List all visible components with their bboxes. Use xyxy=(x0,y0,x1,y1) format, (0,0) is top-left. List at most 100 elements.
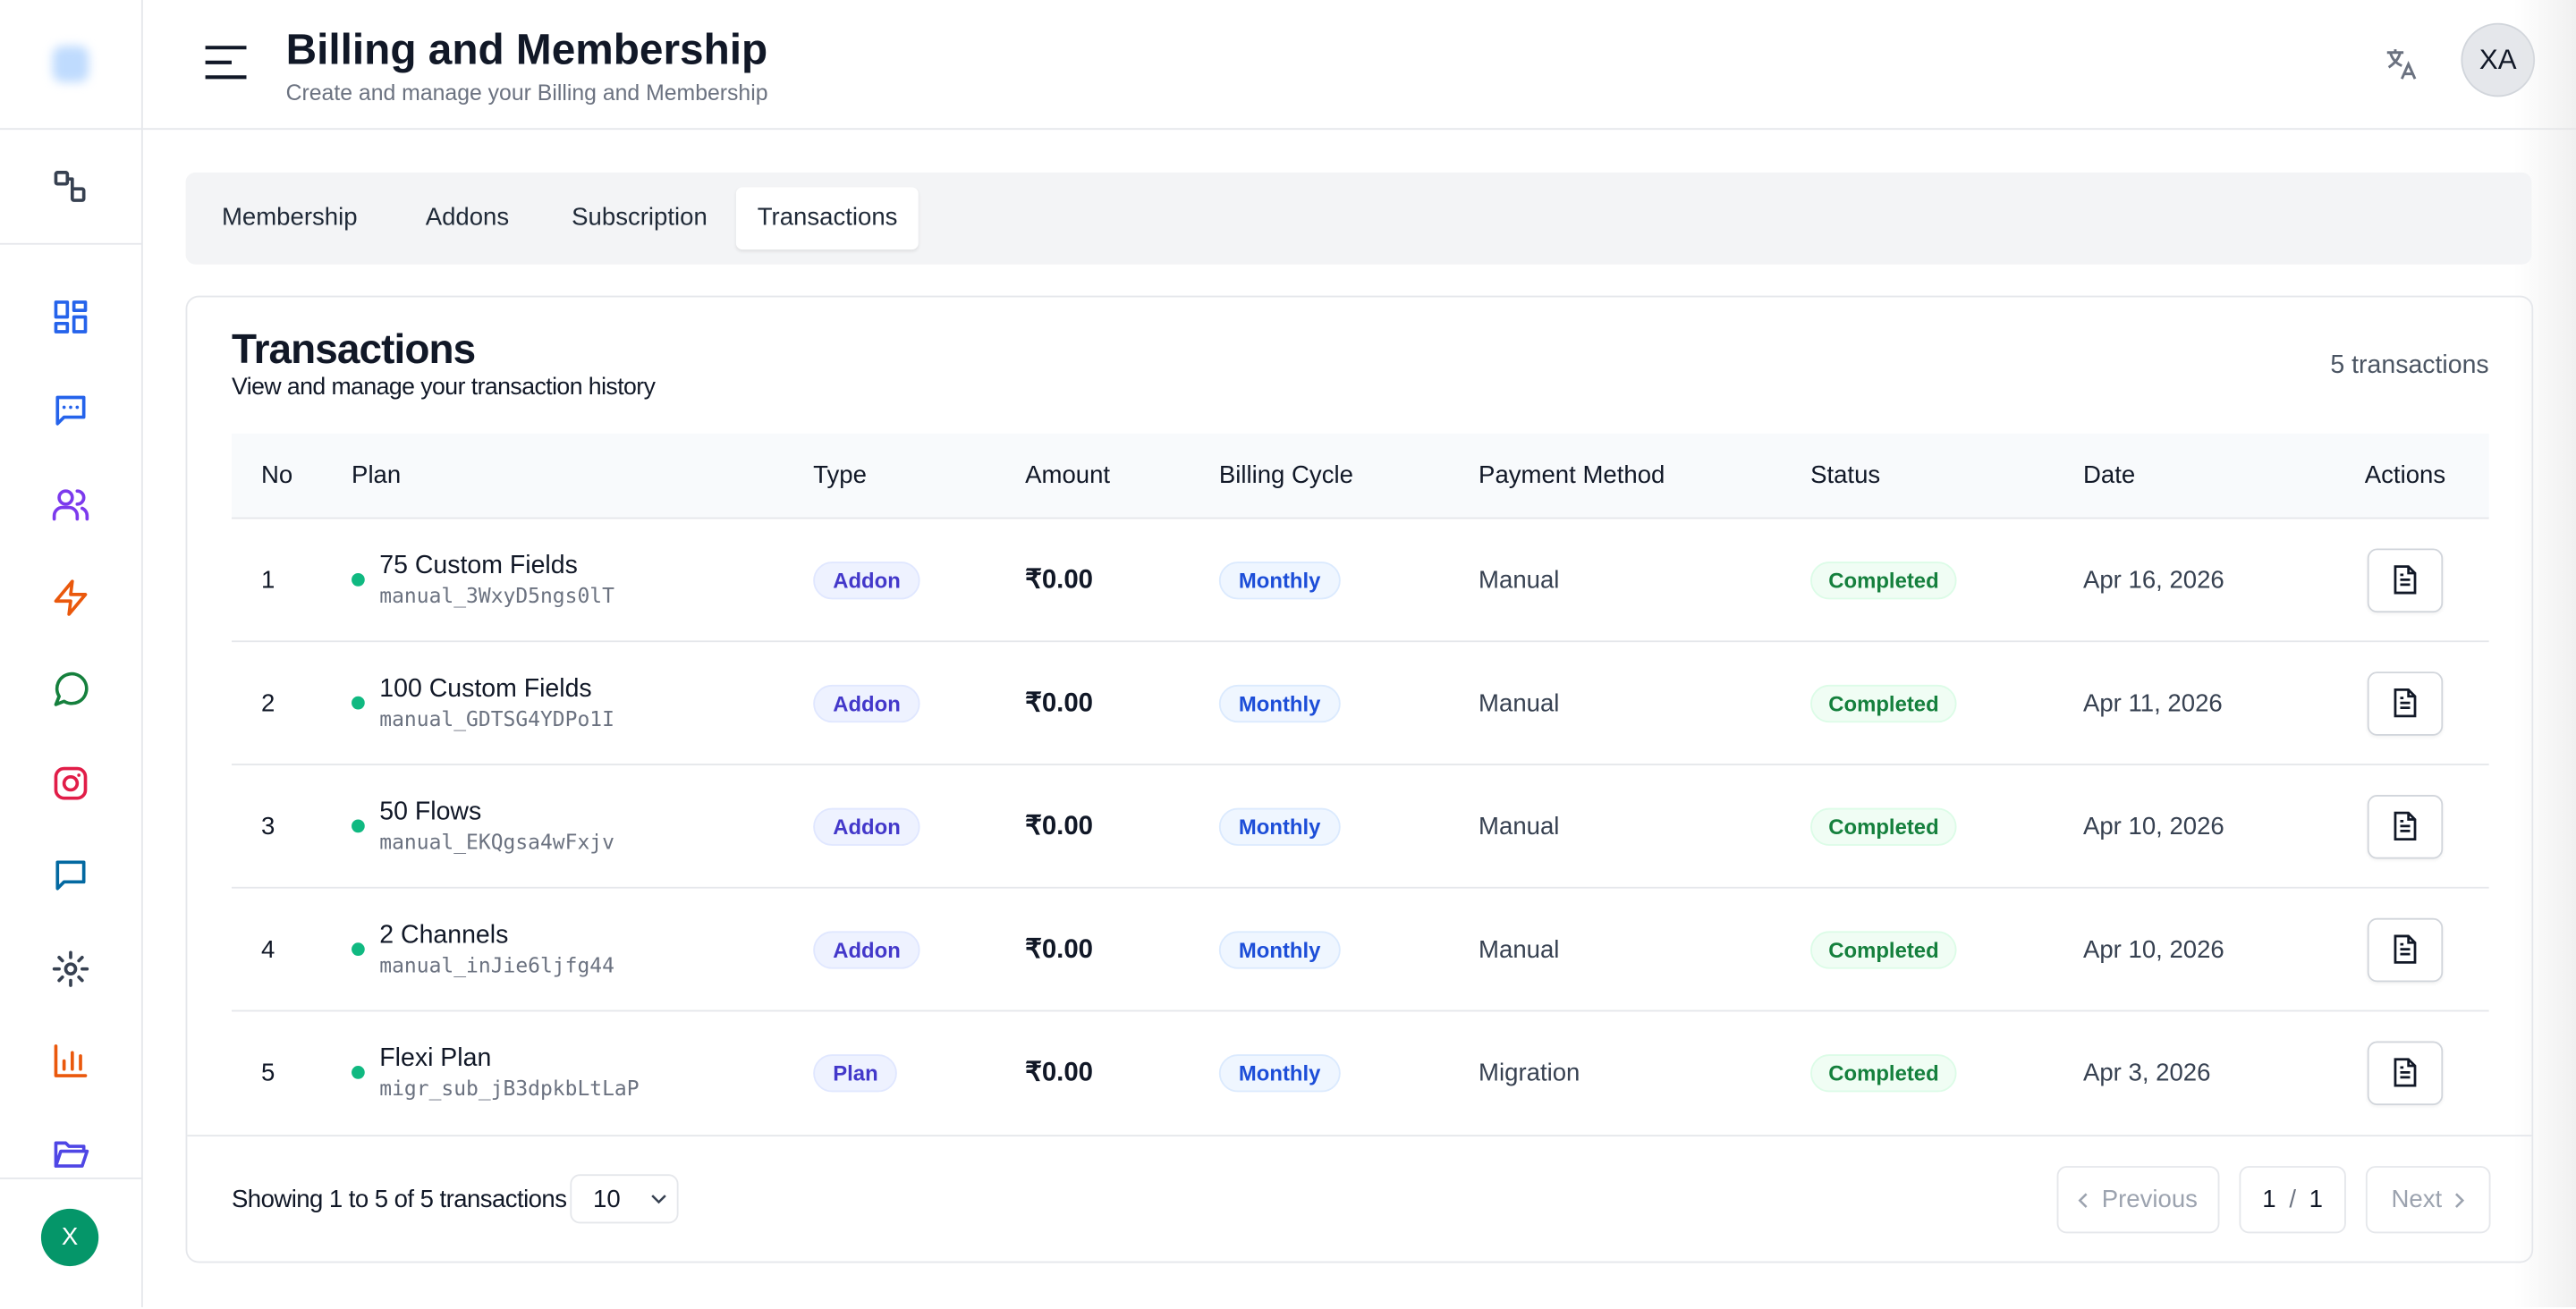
workspace-icon[interactable] xyxy=(51,167,90,207)
instagram-icon[interactable] xyxy=(51,764,90,803)
cell: 3 xyxy=(232,765,322,887)
cell: Apr 3, 2026 xyxy=(2054,1011,2321,1133)
next-button[interactable]: Next xyxy=(2365,1166,2491,1234)
status-dot xyxy=(352,819,365,833)
invoice-icon xyxy=(2394,811,2417,840)
status-badge: Completed xyxy=(1810,807,1957,846)
cell: Monthly xyxy=(1190,765,1449,887)
cell: 75 Custom Fields manual_3WxyD5ngs0lT xyxy=(322,519,784,640)
plan-info: 2 Channels manual_inJie6ljfg44 xyxy=(379,921,614,976)
status-dot xyxy=(352,696,365,710)
status-dot xyxy=(352,942,365,956)
table-row: 2 100 Custom Fields manual_GDTSG4YDPo1I Add… xyxy=(231,642,2489,765)
analytics-icon[interactable] xyxy=(51,1041,90,1080)
cell: Addon xyxy=(784,642,996,764)
plan-name: Flexi Plan xyxy=(379,1044,492,1073)
contacts-icon[interactable] xyxy=(51,485,90,524)
translate-icon[interactable] xyxy=(2382,45,2421,84)
showing-text: Showing 1 to 5 of 5 transactions xyxy=(231,1186,567,1214)
cell: ₹0.00 xyxy=(996,1011,1190,1133)
sidebar: X xyxy=(0,0,143,1309)
invoice-button[interactable] xyxy=(2367,671,2444,735)
tab[interactable]: Addons xyxy=(425,203,510,232)
invoice-button[interactable] xyxy=(2367,1040,2444,1105)
cycle-badge: Monthly xyxy=(1218,561,1341,599)
cell: Apr 16, 2026 xyxy=(2054,519,2321,640)
cell: Apr 10, 2026 xyxy=(2054,889,2321,1010)
amount: ₹0.00 xyxy=(1025,566,1094,595)
plan-name: 100 Custom Fields xyxy=(379,674,592,704)
row-number: 4 xyxy=(261,935,275,964)
plan-name: 2 Channels xyxy=(379,921,509,950)
plan-name: 75 Custom Fields xyxy=(379,552,578,580)
cycle-badge: Monthly xyxy=(1218,684,1341,722)
column-header: Type xyxy=(813,461,867,490)
column-header: Amount xyxy=(1025,461,1111,490)
cell xyxy=(2321,889,2488,1010)
chat-icon[interactable] xyxy=(51,391,90,430)
whatsapp-icon[interactable] xyxy=(51,670,90,709)
page-size-select[interactable]: 10 xyxy=(570,1174,679,1224)
cell: 50 Flows manual_EKQgsa4wFxjv xyxy=(322,765,784,887)
user-avatar[interactable]: X xyxy=(40,1208,99,1267)
cell: Addon xyxy=(784,519,996,640)
invoice-icon xyxy=(2394,934,2417,964)
row-number: 5 xyxy=(261,1058,275,1087)
dashboard-icon[interactable] xyxy=(51,297,90,336)
date: Apr 3, 2026 xyxy=(2082,1058,2211,1087)
payment-method: Manual xyxy=(1479,688,1560,717)
plan-info: Flexi Plan migr_sub_jB3dpkbLtLaP xyxy=(379,1044,639,1100)
cell: Manual xyxy=(1449,519,1781,640)
type-badge: Addon xyxy=(813,684,920,722)
page-size-value: 10 xyxy=(593,1185,621,1213)
tab[interactable]: Transactions xyxy=(735,187,919,250)
column-header: Date xyxy=(2082,461,2136,490)
cell: ₹0.00 xyxy=(996,519,1190,640)
cell: Migration xyxy=(1449,1011,1781,1133)
tab[interactable]: Membership xyxy=(221,203,358,232)
row-number: 3 xyxy=(261,812,275,840)
column-header: Plan xyxy=(352,461,402,490)
row-number: 2 xyxy=(261,688,275,717)
cell: 1 xyxy=(232,519,322,640)
next-label: Next xyxy=(2391,1186,2443,1214)
page-title: Billing and Membership xyxy=(285,24,768,74)
page-separator: / xyxy=(2289,1186,2296,1214)
plan-name: 50 Flows xyxy=(379,798,482,826)
cell: Apr 10, 2026 xyxy=(2054,765,2321,887)
card-title: Transactions xyxy=(231,326,476,373)
plan-id: manual_EKQgsa4wFxjv xyxy=(379,829,614,855)
cell: Flexi Plan migr_sub_jB3dpkbLtLaP xyxy=(322,1011,784,1133)
cell: Monthly xyxy=(1190,642,1449,764)
tab[interactable]: Subscription xyxy=(572,203,708,232)
status-badge: Completed xyxy=(1810,1053,1957,1092)
plan-id: manual_GDTSG4YDPo1I xyxy=(379,705,614,731)
status-dot xyxy=(352,573,365,587)
invoice-button[interactable] xyxy=(2367,916,2444,982)
header: Billing and Membership Create and manage… xyxy=(142,0,2576,131)
files-icon[interactable] xyxy=(51,1135,90,1174)
messenger-icon[interactable] xyxy=(51,856,90,895)
type-badge: Plan xyxy=(813,1053,898,1092)
status-badge: Completed xyxy=(1810,561,1957,599)
cell: Monthly xyxy=(1190,1011,1449,1133)
column-header: No xyxy=(261,461,293,490)
menu-icon[interactable] xyxy=(204,45,249,80)
status-badge: Completed xyxy=(1810,684,1957,722)
settings-icon[interactable] xyxy=(51,950,90,989)
previous-button[interactable]: Previous xyxy=(2056,1166,2220,1234)
date: Apr 11, 2026 xyxy=(2082,688,2223,717)
cell xyxy=(2321,642,2488,764)
invoice-button[interactable] xyxy=(2367,794,2444,858)
cell: Addon xyxy=(784,889,996,1010)
cell: Plan xyxy=(784,1011,996,1133)
automation-icon[interactable] xyxy=(51,578,90,618)
cell: Manual xyxy=(1449,889,1781,1010)
cell: 2 xyxy=(232,642,322,764)
cell: Monthly xyxy=(1190,889,1449,1010)
date: Apr 10, 2026 xyxy=(2082,935,2224,964)
cell: Completed xyxy=(1781,519,2054,640)
invoice-button[interactable] xyxy=(2367,547,2444,612)
